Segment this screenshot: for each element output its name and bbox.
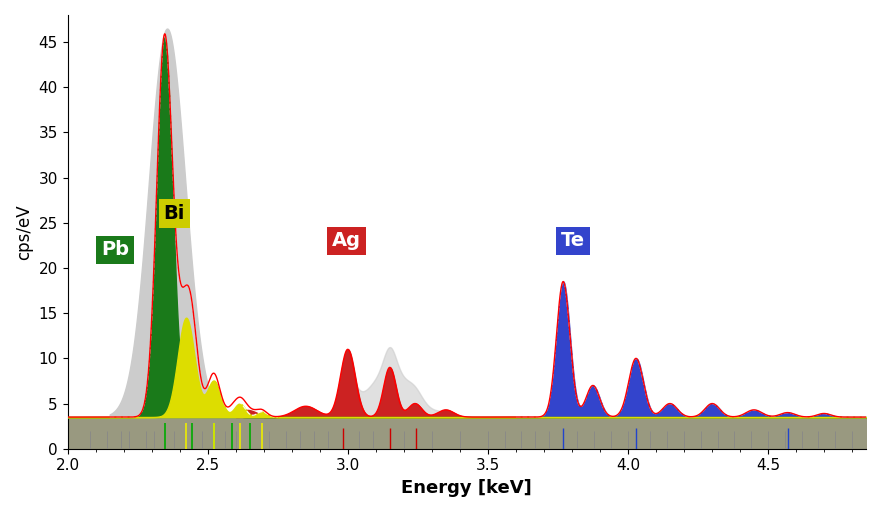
Text: Ag: Ag [332, 231, 361, 250]
X-axis label: Energy [keV]: Energy [keV] [402, 479, 532, 497]
Text: Te: Te [561, 231, 585, 250]
Text: Pb: Pb [101, 241, 130, 260]
Y-axis label: cps/eV: cps/eV [15, 204, 33, 260]
Text: Bi: Bi [163, 204, 185, 223]
